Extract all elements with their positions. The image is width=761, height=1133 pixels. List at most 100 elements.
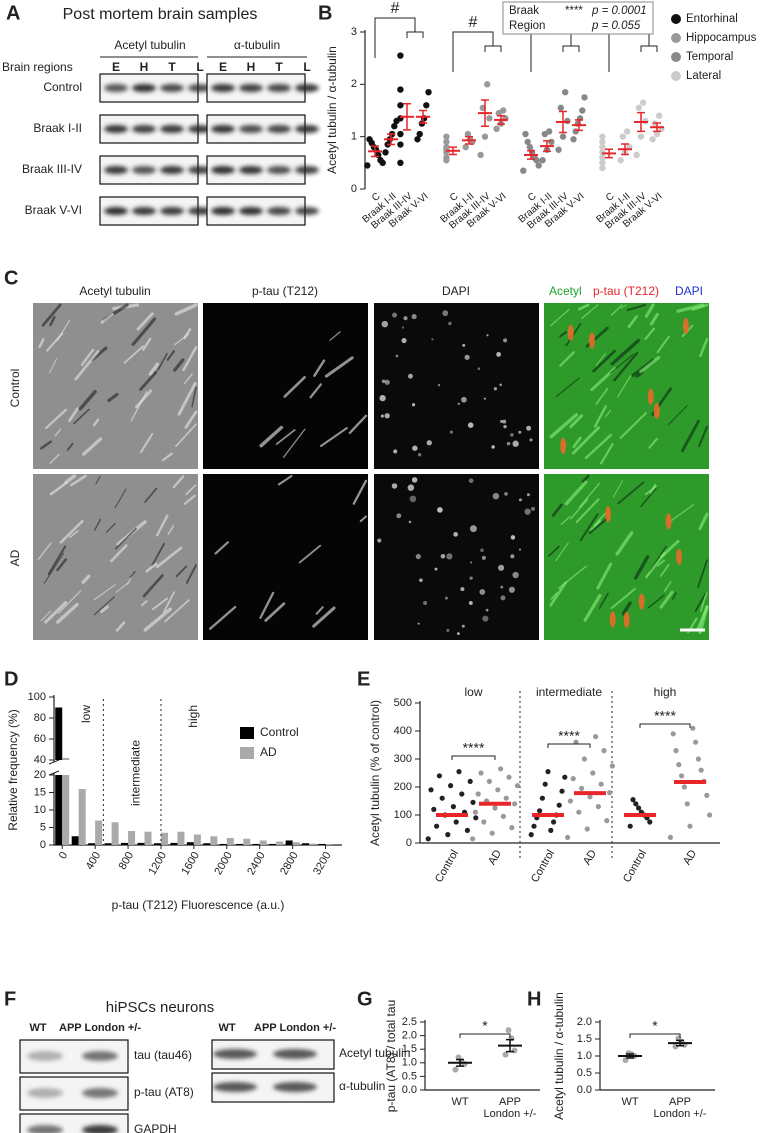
band (188, 166, 212, 174)
bracket (452, 31, 502, 72)
fiber (627, 315, 638, 328)
band (160, 166, 184, 174)
y-tick-label: 100 (394, 809, 412, 821)
fiber (626, 303, 646, 312)
bracket (374, 17, 424, 58)
tangle (560, 437, 567, 454)
fiber (644, 303, 655, 318)
axis-break (48, 759, 60, 776)
fiber (129, 571, 136, 579)
y-tick-label: 400 (394, 725, 412, 737)
point (690, 725, 696, 731)
point (470, 799, 476, 806)
fiber (93, 584, 116, 601)
y-axis-label: Acetyl tubulin / α-tubulin (325, 46, 339, 174)
fiber (93, 596, 116, 616)
fiber (275, 429, 296, 445)
point (397, 130, 404, 138)
fiber (107, 392, 119, 403)
fiber (667, 405, 688, 426)
x-tick-label: 2800 (278, 850, 301, 877)
panel-label: A (6, 2, 20, 24)
nucleus (412, 445, 418, 451)
nucleus (396, 513, 402, 519)
band (213, 1049, 257, 1059)
fiber (283, 376, 306, 398)
band (188, 84, 212, 92)
nucleus (512, 571, 519, 579)
fiber (596, 562, 613, 590)
point (431, 806, 437, 813)
x-tick-label: 1600 (179, 850, 202, 877)
point (630, 797, 636, 803)
fiber (549, 581, 568, 607)
point (642, 117, 649, 125)
band (267, 84, 291, 92)
point (456, 769, 462, 775)
x-tick-label: 1200 (146, 850, 169, 877)
fiber (352, 479, 368, 505)
y-tick-label: 1 (351, 131, 357, 143)
fiber (151, 542, 166, 567)
fiber (549, 413, 579, 439)
bar (210, 836, 218, 845)
point (695, 756, 702, 762)
point (599, 164, 606, 172)
fiber (598, 592, 609, 609)
point (627, 823, 633, 829)
point (598, 781, 604, 787)
nucleus (461, 624, 465, 628)
point (607, 790, 613, 796)
bar (285, 840, 293, 845)
bar (226, 838, 234, 845)
band (160, 207, 184, 215)
band (82, 1125, 118, 1133)
y-tick-label: 0 (406, 837, 412, 849)
panel-label: H (527, 988, 541, 1010)
bar (78, 789, 86, 845)
fiber (105, 522, 116, 533)
fiber (152, 597, 169, 611)
point (439, 795, 445, 801)
fiber (59, 519, 84, 544)
point (459, 791, 465, 797)
nucleus (426, 440, 432, 446)
fiber (166, 350, 175, 361)
nucleus (384, 379, 390, 385)
lane-label: L (303, 60, 310, 74)
y-tick-label: 0 (351, 183, 357, 195)
point (520, 167, 527, 174)
point (587, 794, 593, 800)
nucleus (415, 553, 421, 560)
point (443, 133, 450, 140)
fiber (175, 423, 197, 447)
point (698, 767, 704, 773)
point (443, 138, 450, 146)
fiber (183, 328, 192, 340)
nucleus (483, 397, 486, 400)
region-label: intermediate (128, 740, 142, 806)
point (428, 787, 434, 793)
fiber (115, 581, 130, 593)
fiber (571, 426, 600, 455)
region-label: high (186, 705, 200, 728)
band (211, 125, 235, 133)
fiber (100, 313, 115, 324)
nucleus (499, 383, 502, 387)
fiber (680, 419, 700, 453)
significance: # (469, 14, 478, 31)
lane-label: T (275, 60, 283, 74)
point (509, 825, 515, 831)
bracket (530, 31, 580, 72)
fiber (141, 600, 148, 607)
band (104, 166, 128, 174)
x-tick-label: 2000 (212, 850, 235, 877)
nucleus (479, 589, 486, 595)
point (503, 795, 509, 801)
legend-swatch (671, 71, 681, 81)
fiber (634, 555, 650, 580)
point (364, 162, 371, 169)
point (656, 112, 663, 119)
nucleus (401, 337, 407, 344)
panel-label: G (357, 988, 373, 1010)
